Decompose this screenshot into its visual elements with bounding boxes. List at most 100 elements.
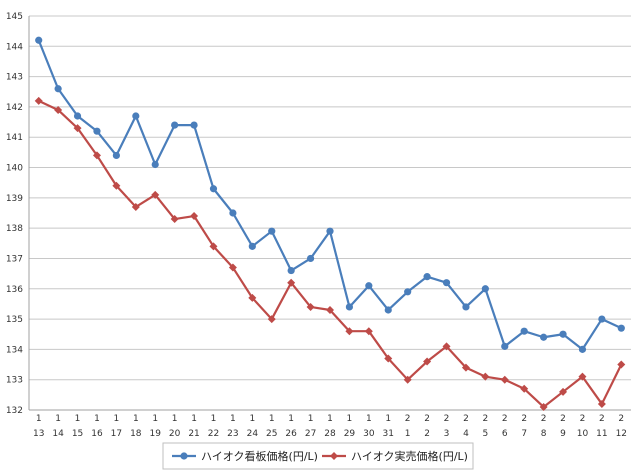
data-point-series-1 <box>229 209 237 217</box>
data-point-series-2 <box>131 202 140 211</box>
x-tick-day-label: 3 <box>444 429 450 439</box>
data-point-series-2 <box>190 212 199 221</box>
data-point-series-2 <box>228 263 237 272</box>
data-point-series-2 <box>578 372 587 381</box>
data-point-series-2 <box>442 342 451 351</box>
y-tick-label: 142 <box>6 103 23 113</box>
data-point-series-1 <box>132 112 140 120</box>
x-tick-month-label: 2 <box>560 414 566 424</box>
data-point-series-2 <box>267 315 276 324</box>
x-tick-month-label: 1 <box>308 414 314 424</box>
data-point-series-1 <box>73 112 82 120</box>
data-point-series-1 <box>171 121 179 129</box>
x-tick-month-label: 2 <box>502 414 508 424</box>
x-tick-day-label: 13 <box>33 429 44 439</box>
data-point-series-2 <box>539 402 548 411</box>
data-point-series-1 <box>306 254 315 263</box>
data-point-series-1 <box>404 288 412 296</box>
y-tick-label: 144 <box>6 42 23 52</box>
y-tick-label: 138 <box>6 224 23 234</box>
x-tick-day-label: 18 <box>130 429 142 439</box>
x-tick-month-label: 2 <box>405 414 411 424</box>
x-tick-month-label: 2 <box>580 414 586 424</box>
x-tick-month-label: 1 <box>75 414 81 424</box>
series-lines <box>37 39 623 409</box>
x-tick-month-label: 2 <box>521 414 527 424</box>
x-tick-day-label: 4 <box>463 429 469 439</box>
data-point-series-2 <box>92 151 101 160</box>
x-tick-day-label: 30 <box>363 429 375 439</box>
x-tick-day-label: 20 <box>169 429 181 439</box>
x-tick-day-label: 16 <box>91 429 103 439</box>
data-point-series-1 <box>540 333 548 341</box>
data-point-series-1 <box>423 273 431 281</box>
x-tick-month-label: 1 <box>133 414 139 424</box>
x-tick-month-label: 1 <box>191 414 197 424</box>
y-tick-label: 135 <box>6 315 23 325</box>
x-tick-month-label: 1 <box>366 414 372 424</box>
data-point-series-2 <box>364 327 373 336</box>
x-tick-day-label: 14 <box>52 429 64 439</box>
data-point-series-2 <box>209 242 218 251</box>
legend-box <box>162 442 474 470</box>
data-point-series-1 <box>365 282 373 290</box>
y-tick-label: 145 <box>6 12 23 22</box>
x-tick-month-label: 1 <box>211 414 217 424</box>
legend-label-1: ハイオク看板価格(円/L) <box>201 449 318 463</box>
x-tick-day-label: 17 <box>111 429 122 439</box>
data-point-series-2 <box>34 96 43 105</box>
data-point-series-1 <box>287 266 295 275</box>
data-point-series-1 <box>559 330 567 338</box>
data-point-series-2 <box>151 190 160 199</box>
data-point-series-2 <box>461 363 470 372</box>
data-point-series-1 <box>190 121 198 129</box>
data-point-series-1 <box>151 160 159 169</box>
x-tick-day-label: 21 <box>188 429 199 439</box>
y-tick-label: 139 <box>6 194 23 204</box>
y-tick-label: 133 <box>6 376 23 386</box>
y-axis-tick-labels: 132 133 134 135 136 137 138 139 140 141 142 143 144 1… <box>6 12 23 416</box>
legend-label-2: ハイオク実売価格(円/L) <box>351 449 468 463</box>
data-point-series-2 <box>500 375 509 384</box>
data-point-series-1 <box>326 227 334 235</box>
x-tick-month-label: 1 <box>269 414 275 424</box>
legend: ハイオク看板価格(円/L) ハイオク実売価格(円/L) <box>162 442 474 470</box>
data-point-series-2 <box>559 387 568 396</box>
x-tick-day-label: 11 <box>596 429 607 439</box>
x-tick-month-label: 1 <box>288 414 294 424</box>
series-markers <box>34 36 626 411</box>
x-tick-day-label: 15 <box>72 429 83 439</box>
data-point-series-2 <box>617 360 626 369</box>
data-point-series-1 <box>268 227 276 235</box>
data-point-series-1 <box>617 324 625 332</box>
data-point-series-1 <box>112 151 120 160</box>
x-tick-month-label: 2 <box>599 414 605 424</box>
data-point-series-1 <box>520 327 528 335</box>
y-tick-label: 141 <box>6 133 23 143</box>
series-line-2 <box>38 99 623 409</box>
data-point-series-1 <box>35 36 43 44</box>
x-tick-day-label: 29 <box>344 429 356 439</box>
data-point-series-1 <box>462 303 470 311</box>
x-tick-month-label: 2 <box>444 414 450 424</box>
data-point-series-1 <box>209 185 218 193</box>
y-tick-label: 132 <box>6 406 23 416</box>
x-tick-day-label: 22 <box>208 429 219 439</box>
x-tick-month-label: 2 <box>482 414 488 424</box>
data-point-series-2 <box>306 302 315 311</box>
x-tick-day-label: 19 <box>149 429 161 439</box>
data-point-series-1 <box>384 306 392 314</box>
x-tick-day-label: 25 <box>266 429 277 439</box>
x-tick-month-label: 1 <box>347 414 353 424</box>
data-point-series-2 <box>597 399 606 408</box>
x-tick-month-label: 1 <box>172 414 178 424</box>
x-tick-month-label: 2 <box>541 414 547 424</box>
data-point-series-1 <box>345 303 354 311</box>
data-point-series-2 <box>73 124 82 133</box>
data-point-series-2 <box>481 372 490 381</box>
data-point-series-1 <box>93 127 101 135</box>
x-tick-day-label: 9 <box>560 429 566 439</box>
y-tick-label: 136 <box>6 285 23 295</box>
data-point-series-1 <box>578 345 587 353</box>
legend-marker-diamond <box>330 452 338 460</box>
